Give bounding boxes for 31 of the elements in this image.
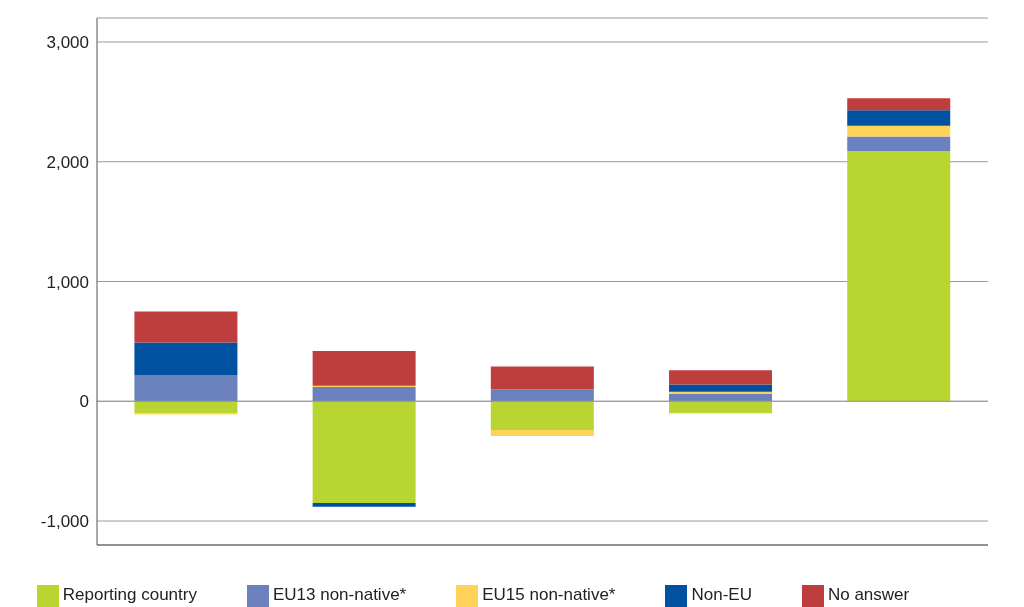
y-tick-label: 0 [79,392,89,412]
bar [847,125,951,137]
bar [847,150,951,402]
y-tick-label: 2,000 [46,152,89,172]
bar [312,386,416,402]
y-tick-label: -1,000 [40,512,89,532]
bar [490,401,594,431]
bar [134,342,238,375]
bar [134,401,238,414]
bar [669,384,773,392]
legend-label: EU13 non-native* [272,585,407,605]
y-tick-label: 3,000 [46,32,89,52]
y-tick-label: 1,000 [46,272,89,292]
bar [847,136,951,151]
bar [490,430,594,437]
bar [312,503,416,507]
bar [669,394,773,402]
bar [847,110,951,126]
bar [134,311,238,343]
bar [669,401,773,414]
legend-label: Reporting country [62,585,197,605]
bar [490,389,594,402]
bar [312,401,416,504]
legend-label: Non-EU [691,585,752,605]
legend-label: EU15 non-native* [482,585,616,605]
bar [312,350,416,386]
bar [847,98,951,111]
bar [134,374,238,402]
bar [490,366,594,390]
bar [669,370,773,385]
legend-label: No answer [827,585,910,605]
